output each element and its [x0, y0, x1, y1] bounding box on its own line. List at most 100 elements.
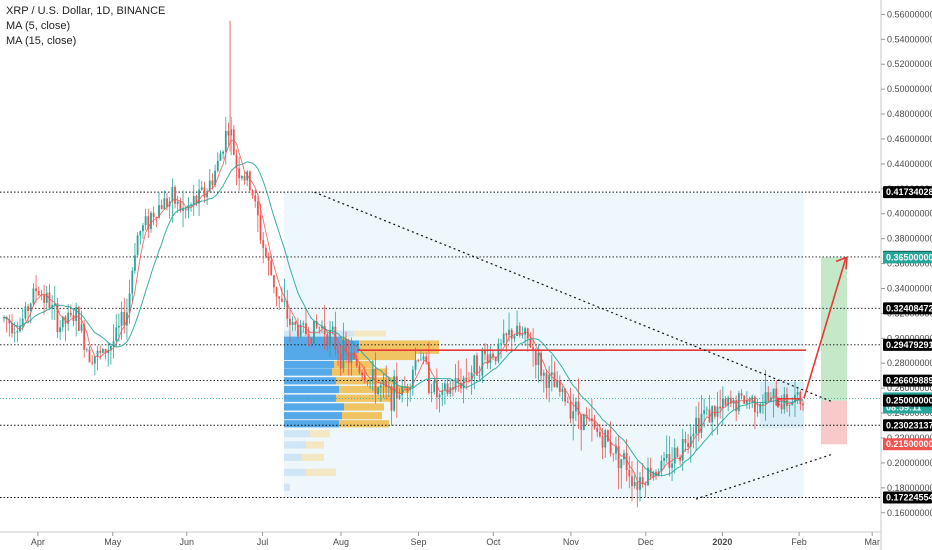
candle-body [468, 379, 470, 381]
candle-body [155, 217, 158, 219]
candle-body [291, 322, 294, 326]
candle-body [516, 325, 518, 337]
candle-body [748, 400, 751, 402]
candle-body [35, 288, 37, 292]
candle-body [593, 421, 596, 428]
candle-body [8, 319, 11, 324]
candle-body [179, 201, 182, 211]
candle-body [192, 195, 195, 205]
candle-body [737, 393, 740, 412]
time-tick-label: Feb [791, 537, 807, 547]
candle-body [572, 411, 575, 419]
candle-body [61, 316, 64, 328]
candle-body [27, 306, 29, 311]
candle-body [558, 380, 561, 393]
ma5-line[interactable] [3, 139, 804, 485]
candle-body [398, 395, 401, 399]
candle-body [505, 333, 508, 336]
legend-ma5[interactable]: MA (5, close) [6, 20, 71, 32]
candle-body [80, 324, 83, 331]
price-tick-label: 0.56000000 [887, 9, 932, 19]
price-badge-label: 0.41734028 [886, 187, 932, 197]
price-badge [883, 438, 932, 451]
volume-profile-bar [284, 468, 306, 476]
legend-symbol[interactable]: XRP / U.S. Dollar, 1D, BINANCE [6, 5, 166, 17]
candle-body [665, 454, 668, 458]
candle-body [671, 463, 673, 468]
volume-profile-bar [284, 346, 359, 354]
candle-body [379, 385, 382, 388]
candle-body [796, 391, 799, 395]
candle-body [569, 402, 572, 419]
candle-body [708, 409, 711, 423]
candle-body [147, 216, 150, 230]
candle-body [711, 406, 714, 423]
candle-body [302, 323, 305, 325]
candle-body [131, 270, 134, 294]
volume-profile-bar [336, 377, 396, 385]
candle-body [272, 275, 275, 288]
candle-body [339, 353, 342, 369]
candle-body [59, 327, 62, 333]
candle-body [476, 355, 478, 376]
candle-body [251, 190, 254, 196]
volume-profile-bar [284, 430, 310, 438]
volume-profile-bar [339, 420, 389, 428]
candle-body [550, 372, 553, 375]
candle-body [433, 381, 436, 393]
candle-body [331, 326, 334, 331]
candle-body [150, 212, 152, 230]
ma15-line[interactable] [3, 161, 804, 477]
time-tick-label: Sep [410, 537, 426, 547]
candle-body [604, 430, 607, 448]
candle-body [211, 180, 214, 185]
time-tick-label: 2020 [712, 537, 732, 547]
price-badge-label: 0.25000000 [886, 396, 932, 406]
candle-body [590, 418, 593, 422]
candle-body [259, 215, 262, 241]
candle-body [401, 386, 404, 396]
candle-body [422, 356, 425, 360]
candle-body [689, 436, 692, 447]
candle-body [465, 377, 468, 380]
candle-body [753, 396, 756, 413]
volume-profile-bar [342, 412, 382, 420]
candle-body [104, 348, 107, 354]
candle-body [297, 324, 299, 337]
volume-profile-bar [284, 403, 344, 411]
volume-profile-bar [284, 483, 290, 491]
candle-body [762, 403, 764, 405]
trendline-ascending-support[interactable] [695, 453, 833, 500]
candle-body [283, 301, 286, 302]
candle-body [248, 171, 251, 191]
volume-profile-bar [302, 453, 324, 462]
candle-body [521, 334, 524, 336]
candle-body [337, 349, 339, 354]
candle-body [315, 320, 318, 328]
candle-body [366, 381, 369, 382]
candle-body [695, 417, 698, 434]
candle-body [43, 295, 45, 303]
trendline-descending-resistance[interactable] [314, 191, 833, 403]
volume-profile-bar [284, 453, 302, 462]
candle-body [617, 446, 620, 469]
candle-body [347, 352, 350, 363]
candle-body [556, 380, 559, 388]
candle-body [500, 343, 502, 345]
candle-body [158, 205, 160, 218]
candle-body [112, 341, 115, 346]
legend-ma15[interactable]: MA (15, close) [6, 35, 77, 47]
candle-body [580, 414, 583, 431]
volume-profile-bar [306, 468, 336, 476]
candle-body [553, 372, 556, 388]
volume-profile-bar [356, 352, 416, 361]
volume-profile-bar [284, 360, 334, 369]
projection-arrow[interactable] [803, 257, 847, 399]
price-tick-label: 0.22000000 [887, 433, 932, 443]
candle-body [502, 333, 505, 344]
candle-body [607, 430, 609, 442]
candle-body [599, 431, 601, 437]
candle-body [713, 406, 716, 417]
candle-body [240, 176, 243, 179]
